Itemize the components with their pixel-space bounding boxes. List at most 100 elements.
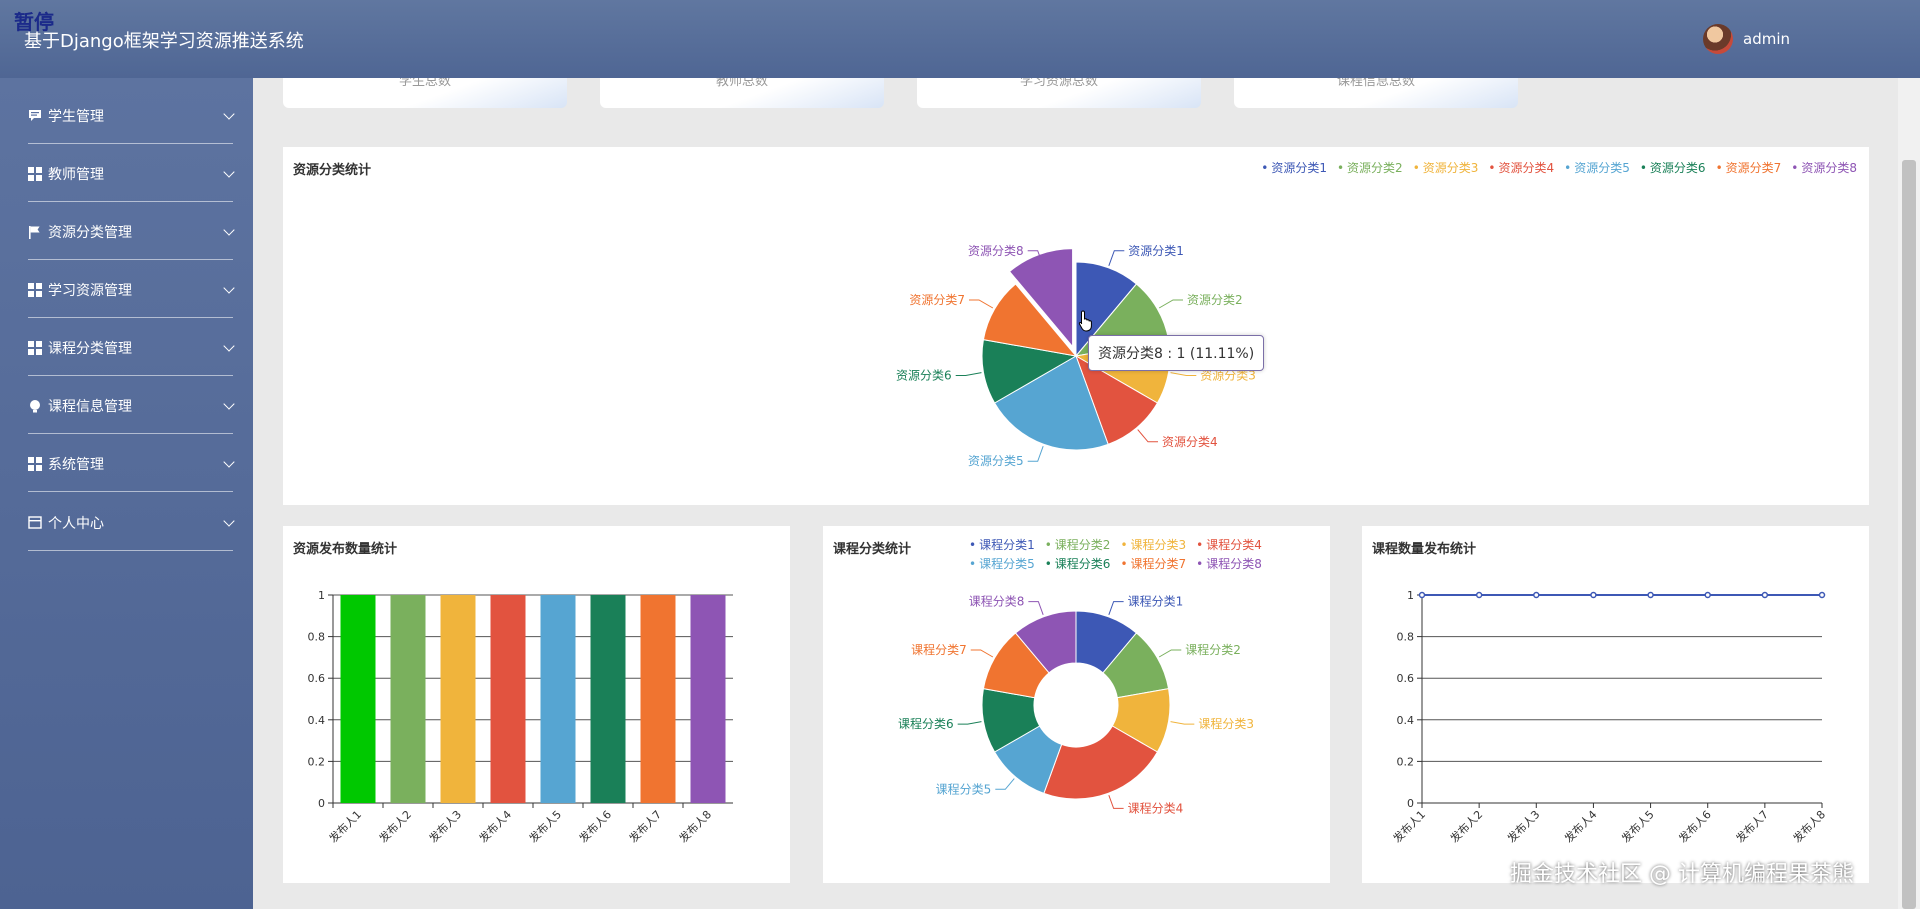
y-tick-label: 1 <box>1407 589 1414 602</box>
chart-title: 课程数量发布统计 <box>1372 542 1477 557</box>
sidebar-item-label: 课程信息管理 <box>48 398 132 415</box>
slice-label: 资源分类5 <box>968 454 1024 468</box>
legend-item[interactable]: 课程分类4 <box>1196 536 1262 553</box>
slice-label: 课程分类3 <box>1198 716 1254 731</box>
card-icon <box>28 516 42 530</box>
sidebar-item-resource-categories[interactable]: 资源分类管理 <box>28 204 235 260</box>
data-point <box>1647 591 1654 599</box>
legend-item[interactable]: 资源分类2 <box>1337 159 1403 176</box>
chart-title: 课程分类统计 <box>833 542 912 557</box>
legend-item[interactable]: 资源分类5 <box>1564 159 1630 176</box>
pie-slice <box>982 283 1078 357</box>
grid-icon <box>28 166 42 181</box>
user-menu[interactable]: admin <box>1703 24 1790 54</box>
legend-item[interactable]: 资源分类6 <box>1640 159 1706 176</box>
y-tick-label: 0.8 <box>308 631 326 644</box>
y-tick-label: 0 <box>318 797 325 810</box>
stat-card-resources: 学习资源总数 <box>917 78 1201 108</box>
sidebar-item-course-info[interactable]: 课程信息管理 <box>28 378 235 434</box>
chart-legend[interactable]: 资源分类1 资源分类2 资源分类3 资源分类4 资源分类5 资源分类6 资源分类7 资源分类8 <box>1261 159 1857 176</box>
sidebar-item-label: 个人中心 <box>48 515 104 532</box>
bulb-icon <box>28 399 42 413</box>
data-point <box>1533 591 1540 599</box>
username[interactable]: admin <box>1743 30 1790 48</box>
grid-icon <box>28 340 42 355</box>
sidebar-item-course-categories[interactable]: 课程分类管理 <box>28 320 235 376</box>
label-line <box>1028 601 1044 615</box>
avatar[interactable] <box>1703 24 1733 54</box>
x-tick-label: 发布人1 <box>326 807 364 845</box>
label-line <box>995 778 1015 790</box>
scrollbar-thumb[interactable] <box>1902 160 1916 909</box>
label-line <box>970 649 994 658</box>
legend-item[interactable]: 资源分类3 <box>1413 159 1479 176</box>
label-line <box>1170 721 1195 725</box>
resource-category-panel: 资源分类统计 资源分类1资源分类2资源分类3资源分类4资源分类5资源分类6资源分… <box>283 147 1869 505</box>
sidebar: 学生管理 教师管理 资源分类管理 学习资源管理 课程分类管理 课程信息管理 系统… <box>0 78 253 909</box>
x-tick-label: 发布人4 <box>476 807 514 845</box>
legend-item[interactable]: 资源分类1 <box>1261 159 1327 176</box>
pie-slice <box>993 355 1109 451</box>
slice-label: 资源分类8 <box>968 244 1024 258</box>
sidebar-item-profile[interactable]: 个人中心 <box>28 495 235 551</box>
label-line <box>969 299 994 309</box>
chevron-down-icon <box>223 166 235 178</box>
slice-label: 资源分类6 <box>896 368 952 382</box>
pause-label: 暂停 <box>14 10 54 34</box>
pie-slice <box>981 339 1078 404</box>
legend-item[interactable]: 课程分类1 <box>969 536 1035 553</box>
resource-pie-chart[interactable]: 资源分类1 资源分类2 资源分类3 资源分类4 资源分类5 资源分类6 资源分类7 资源分类8 <box>283 147 1869 505</box>
sidebar-item-students[interactable]: 学生管理 <box>28 88 235 144</box>
stat-card-students: 学生总数 <box>283 78 567 108</box>
x-tick-label: 发布人2 <box>1447 807 1485 845</box>
x-tick-label: 发布人3 <box>426 807 464 845</box>
x-tick-label: 发布人1 <box>1390 807 1428 845</box>
flag-icon <box>28 225 42 239</box>
chart-title: 资源发布数量统计 <box>293 542 398 557</box>
bar <box>490 595 526 803</box>
label-line <box>957 721 982 725</box>
chevron-down-icon <box>223 456 235 468</box>
y-tick-label: 1 <box>318 589 325 602</box>
bar <box>690 595 726 803</box>
course-donut-chart[interactable]: 课程分类1 课程分类2 课程分类3 课程分类4 课程分类5 课程分类6 课程分类7 课程分类8 <box>823 526 1330 883</box>
legend-item[interactable]: 课程分类5 <box>969 555 1035 572</box>
legend-item[interactable]: 课程分类3 <box>1120 536 1187 553</box>
y-tick-label: 0.2 <box>1397 755 1415 768</box>
chevron-down-icon <box>223 398 235 410</box>
chart-legend[interactable]: 课程分类1 课程分类2 课程分类3 课程分类4 课程分类5 课程分类6 课程分类7 课程分类8 <box>969 536 1319 572</box>
slice-label: 课程分类7 <box>911 642 967 657</box>
slice-label: 课程分类8 <box>969 594 1025 609</box>
legend-item[interactable]: 资源分类4 <box>1488 159 1554 176</box>
chevron-down-icon <box>223 282 235 294</box>
data-point <box>1418 591 1426 599</box>
course-line-chart[interactable]: 0 0.2 0.4 0.6 0.8 1 发布人1 发布人2 发布人3 发布人4 发布人5 发布人6 发布… <box>1362 526 1869 883</box>
pie-slice <box>1075 354 1159 445</box>
slice-label: 资源分类3 <box>1200 368 1256 382</box>
legend-item[interactable]: 课程分类2 <box>1045 536 1111 553</box>
x-tick-label: 发布人2 <box>376 807 414 845</box>
chevron-down-icon <box>223 224 235 236</box>
label-line <box>1027 250 1044 266</box>
grid-icon <box>28 282 42 297</box>
sidebar-item-label: 课程分类管理 <box>48 340 132 357</box>
legend-item[interactable]: 课程分类7 <box>1120 555 1187 572</box>
label-line <box>1137 429 1158 443</box>
label-line <box>1170 372 1197 376</box>
legend-item[interactable]: 课程分类6 <box>1045 555 1111 572</box>
sidebar-item-teachers[interactable]: 教师管理 <box>28 146 235 202</box>
label-line <box>1158 299 1183 309</box>
label-line <box>955 372 982 376</box>
slice-label: 课程分类1 <box>1128 594 1184 609</box>
y-tick-label: 0.4 <box>1397 714 1415 727</box>
sidebar-item-label: 系统管理 <box>48 456 104 473</box>
legend-item[interactable]: 课程分类8 <box>1196 555 1262 572</box>
pie-slice <box>1075 261 1138 358</box>
resource-bar-chart[interactable]: 0 0.2 0.4 0.6 0.8 1 发布人1 发布人2 发布人3 发布人4 发布人5 发布人6 发布… <box>283 526 790 883</box>
sidebar-item-learning-resources[interactable]: 学习资源管理 <box>28 262 235 318</box>
label-line <box>1108 601 1124 615</box>
legend-item[interactable]: 资源分类7 <box>1716 159 1782 176</box>
sidebar-item-system[interactable]: 系统管理 <box>28 436 235 492</box>
legend-item[interactable]: 资源分类8 <box>1791 159 1857 176</box>
y-tick-label: 0.6 <box>308 672 326 685</box>
